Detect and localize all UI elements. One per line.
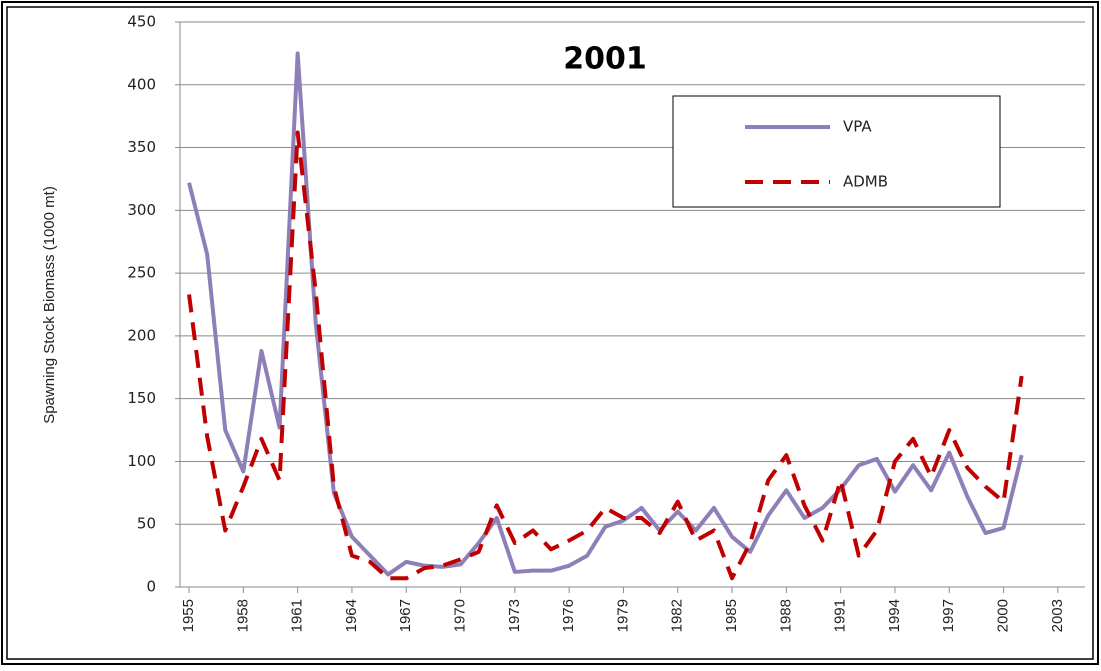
y-tick-label: 350 (127, 138, 156, 156)
y-tick-label: 250 (127, 264, 156, 282)
x-tick-label: 1961 (289, 599, 306, 632)
x-tick-label: 2003 (1049, 599, 1066, 632)
y-tick-label: 100 (127, 452, 156, 470)
legend-label: VPA (843, 118, 872, 136)
x-tick-label: 1964 (343, 599, 360, 632)
x-tick-label: 1955 (180, 599, 197, 632)
x-tick-label: 1982 (669, 599, 686, 632)
x-tick-label: 1988 (777, 599, 794, 632)
y-tick-label: 400 (127, 75, 156, 93)
y-tick-label: 450 (127, 13, 156, 31)
x-tick-label: 1958 (234, 599, 251, 632)
x-tick-label: 1991 (832, 599, 849, 632)
y-tick-label: 200 (127, 326, 156, 344)
x-tick-label: 1970 (452, 599, 469, 632)
legend-label: ADMB (843, 173, 888, 191)
y-tick-label: 300 (127, 201, 156, 219)
chart-title: 2001 (563, 42, 647, 77)
y-tick-label: 0 (146, 578, 156, 596)
x-tick-label: 1979 (614, 599, 631, 632)
line-series (187, 130, 1024, 581)
x-tick-label: 1985 (723, 599, 740, 632)
y-axis-label: Spawning Stock Biomass (1000 mt) (41, 186, 58, 424)
x-tick-label: 2000 (995, 599, 1012, 632)
y-tick-label: 150 (127, 389, 156, 407)
y-tick-label: 50 (137, 515, 156, 533)
inner-border (6, 6, 1094, 660)
x-tick-label: 1967 (397, 599, 414, 632)
legend-box (672, 95, 1001, 208)
x-tick-label: 1973 (506, 599, 523, 632)
x-tick-label: 1976 (560, 599, 577, 632)
x-tick-label: 1997 (940, 599, 957, 632)
x-tick-label: 1994 (886, 599, 903, 632)
